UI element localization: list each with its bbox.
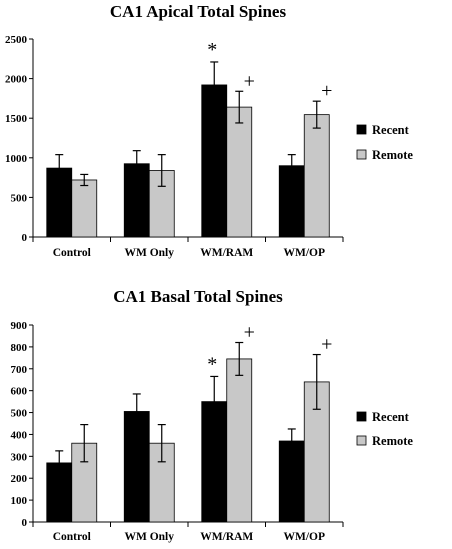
significance-plus: + — [244, 70, 255, 92]
y-tick-label: 800 — [11, 342, 28, 354]
significance-plus: + — [244, 322, 255, 344]
x-category-label: WM/OP — [283, 247, 325, 259]
y-tick-label: 100 — [11, 495, 28, 507]
chart-title: CA1 Basal Total Spines — [113, 287, 283, 306]
legend-label-remote: Remote — [372, 434, 413, 448]
significance-asterisk: * — [207, 353, 217, 375]
y-tick-label: 0 — [22, 232, 28, 244]
y-tick-label: 1000 — [5, 153, 28, 165]
x-category-label: Control — [53, 247, 91, 259]
x-category-label: WM/OP — [283, 531, 325, 543]
significance-asterisk: * — [207, 39, 217, 61]
x-category-label: WM/RAM — [200, 531, 253, 543]
y-tick-label: 2000 — [5, 74, 28, 86]
y-tick-label: 600 — [11, 386, 28, 398]
legend-swatch-recent — [356, 411, 367, 422]
bar-remote — [303, 114, 330, 238]
legend-label-recent: Recent — [372, 123, 410, 137]
y-tick-label: 200 — [11, 473, 28, 485]
x-category-label: WM/RAM — [200, 247, 253, 259]
bar-recent — [123, 411, 150, 523]
y-tick-label: 500 — [11, 408, 28, 420]
bar-remote — [226, 358, 253, 523]
y-tick-label: 2500 — [5, 34, 28, 46]
chart-title: CA1 Apical Total Spines — [110, 2, 287, 21]
x-category-label: WM Only — [124, 247, 174, 259]
legend-swatch-remote — [356, 435, 367, 446]
bar-remote — [71, 179, 98, 238]
y-tick-label: 1500 — [5, 113, 28, 125]
legend-label-recent: Recent — [372, 410, 410, 424]
significance-plus: + — [321, 334, 332, 356]
x-category-label: WM Only — [124, 531, 174, 543]
legend-swatch-recent — [356, 124, 367, 135]
bar-recent — [201, 84, 228, 238]
y-tick-label: 700 — [11, 364, 28, 376]
x-category-label: Control — [53, 531, 91, 543]
y-tick-label: 900 — [11, 320, 28, 332]
bar-remote — [226, 106, 253, 238]
y-tick-label: 400 — [11, 429, 28, 441]
legend-swatch-remote — [356, 149, 367, 160]
y-tick-label: 0 — [22, 517, 28, 529]
legend-label-remote: Remote — [372, 148, 413, 162]
significance-plus: + — [321, 80, 332, 102]
y-tick-label: 300 — [11, 451, 28, 463]
y-tick-label: 500 — [11, 192, 28, 204]
